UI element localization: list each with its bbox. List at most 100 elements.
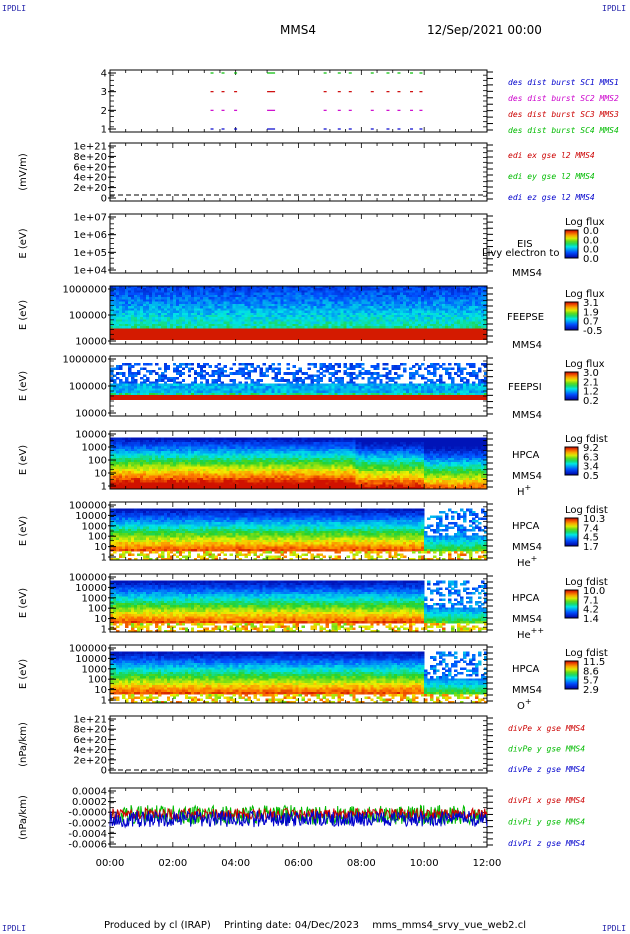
spacecraft-title: MMS4 bbox=[280, 23, 316, 37]
feepsi-panel-right-comb bbox=[487, 357, 493, 415]
eis-colorbar-gradient bbox=[564, 229, 579, 259]
divpi-ytick: 0.0002 bbox=[72, 797, 107, 808]
eis-ytick: 1e+06 bbox=[73, 230, 107, 241]
divpi-ytick: -0.0000 bbox=[68, 808, 107, 819]
hpca-he-ytick: 10 bbox=[94, 542, 107, 553]
divpi-ytick: -0.0002 bbox=[68, 818, 107, 829]
eis-ytick: 1e+04 bbox=[73, 266, 107, 277]
edi-ytick: 2e+20 bbox=[73, 183, 107, 194]
feepsi-ytick: 1000000 bbox=[62, 355, 107, 366]
time-tick-label: 12:00 bbox=[473, 858, 502, 869]
hpca-hepp-colorbar-value: 4.2 bbox=[583, 605, 599, 616]
feepse-ytick: 10000 bbox=[75, 337, 107, 348]
eis-instrument: EIS bbox=[517, 239, 533, 250]
hpca-he-species: He+ bbox=[517, 554, 537, 569]
hpca-he-ylabel: E (eV) bbox=[18, 516, 29, 546]
hpca-o-ytick: 10 bbox=[94, 685, 107, 696]
feepse-ytick: 100000 bbox=[69, 311, 107, 322]
divpi-panel-ticks bbox=[109, 788, 488, 847]
divpe-legend-entry: divPe x gse MMS4 bbox=[508, 724, 585, 733]
eis-panel-ticks bbox=[109, 214, 488, 273]
burst-panel-ticks bbox=[109, 70, 488, 132]
edi-ytick: 1e+21 bbox=[73, 142, 107, 153]
hpca-h-ytick: 10000 bbox=[75, 430, 107, 441]
hpca-o-colorbar-value: 5.7 bbox=[583, 676, 599, 687]
hpca-o-spectrogram bbox=[110, 651, 488, 704]
feepsi-ytick: 100000 bbox=[69, 382, 107, 393]
hpca-o-colorbar-value: 2.9 bbox=[583, 685, 599, 696]
hpca-hepp-ytick: 10000 bbox=[75, 583, 107, 594]
feepsi-colorbar-gradient bbox=[564, 371, 579, 401]
burst-legend-entry: des dist burst SC2 MMS2 bbox=[508, 94, 619, 103]
eis-ytick: 1e+05 bbox=[73, 248, 107, 259]
divpe-panel-ticks bbox=[109, 716, 488, 773]
feepsi-colorbar-value: 1.2 bbox=[583, 387, 599, 398]
hpca-hepp-panel-ticks bbox=[109, 574, 488, 632]
hpca-o-ylabel: E (eV) bbox=[18, 659, 29, 689]
hpca-he-colorbar-value: 1.7 bbox=[583, 542, 599, 553]
hpca-he-ytick: 1 bbox=[101, 553, 107, 564]
hpca-h-panel-ticks bbox=[109, 431, 488, 489]
eis-colorbar-value: 0.0 bbox=[583, 235, 599, 246]
hpca-o-ytick: 10000 bbox=[75, 654, 107, 665]
hpca-h-panel-right-comb bbox=[487, 432, 493, 488]
hpca-h-colorbar-value: 3.4 bbox=[583, 462, 599, 473]
feepse-colorbar-value: 0.7 bbox=[583, 317, 599, 328]
hpca-o-colorbar-value: 8.6 bbox=[583, 666, 599, 677]
divpe-ytick: 2e+20 bbox=[73, 755, 107, 766]
feepse-ytick: 1000000 bbox=[62, 285, 107, 296]
edi-ytick: 8e+20 bbox=[73, 152, 107, 163]
divpe-ytick: 4e+20 bbox=[73, 745, 107, 756]
hpca-hepp-colorbar-title: Log fdist bbox=[565, 577, 608, 588]
hpca-he-spectrogram bbox=[110, 508, 488, 561]
hpca-h-colorbar-title: Log fdist bbox=[565, 434, 608, 445]
hpca-h-colorbar-value: 9.2 bbox=[583, 443, 599, 454]
feepsi-spacecraft: MMS4 bbox=[512, 410, 542, 421]
feepse-spectrogram bbox=[110, 286, 488, 340]
hpca-he-ytick: 10000 bbox=[75, 511, 107, 522]
corner-label-bottom-right: IPDLI bbox=[602, 924, 627, 933]
hpca-he-colorbar-title: Log fdist bbox=[565, 505, 608, 516]
divpe-ylabel: (nPa/km) bbox=[18, 722, 29, 767]
eis-ylabel: E (eV) bbox=[18, 228, 29, 258]
hpca-o-panel-right-comb bbox=[487, 646, 493, 702]
eis-panel-right-comb bbox=[487, 215, 493, 272]
footer-produced: Produced by cl (IRAP) bbox=[104, 920, 211, 931]
hpca-he-ytick: 100000 bbox=[69, 501, 107, 512]
divpi-ytick: -0.0006 bbox=[68, 840, 107, 851]
time-tick-label: 06:00 bbox=[284, 858, 313, 869]
feepsi-spectrogram bbox=[110, 362, 488, 401]
footer: Produced by cl (IRAP) Printing date: 04/… bbox=[0, 920, 630, 931]
hpca-hepp-ytick: 100 bbox=[88, 604, 107, 615]
hpca-o-instrument: HPCA bbox=[512, 664, 540, 675]
edi-panel-right-comb bbox=[487, 144, 493, 200]
eis-colorbar-title: Log flux bbox=[565, 217, 605, 228]
divpi-trace-z bbox=[109, 809, 488, 829]
hpca-h-ylabel: E (eV) bbox=[18, 445, 29, 475]
feepsi-instrument: FEEPSI bbox=[508, 382, 542, 393]
feepse-colorbar-value: 3.1 bbox=[583, 298, 599, 309]
eis-spacecraft: MMS4 bbox=[512, 268, 542, 279]
burst-legend-entry: des dist burst SC4 MMS4 bbox=[508, 126, 619, 135]
hpca-hepp-ytick: 100000 bbox=[69, 573, 107, 584]
edi-panel bbox=[109, 142, 488, 202]
feepse-colorbar-title: Log flux bbox=[565, 289, 605, 300]
summary-plot: 4 3 2 1 des dist burst SC1 MMS1 des dist burs… bbox=[18, 69, 619, 870]
hpca-h-spectrogram bbox=[110, 437, 488, 490]
time-tick-label: 02:00 bbox=[158, 858, 187, 869]
divpi-panel-right-comb bbox=[487, 789, 493, 846]
edi-ytick: 6e+20 bbox=[73, 162, 107, 173]
hpca-he-spacecraft: MMS4 bbox=[512, 542, 542, 553]
hpca-he-panel-right-comb bbox=[487, 503, 493, 559]
burst-ytick: 2 bbox=[101, 106, 107, 117]
eis-colorbar-value: 0.0 bbox=[583, 226, 599, 237]
hpca-he-colorbar-value: 10.3 bbox=[583, 514, 605, 525]
hpca-o-colorbar-value: 11.5 bbox=[583, 657, 605, 668]
divpi-ytick: 0.0004 bbox=[72, 787, 107, 798]
date-title: 12/Sep/2021 00:00 bbox=[427, 23, 542, 37]
hpca-o-colorbar-gradient bbox=[564, 660, 579, 690]
burst-ytick: 1 bbox=[101, 125, 107, 136]
hpca-hepp-ytick: 1 bbox=[101, 625, 107, 636]
hpca-o-ytick: 100000 bbox=[69, 644, 107, 655]
hpca-o-ytick: 100 bbox=[88, 675, 107, 686]
